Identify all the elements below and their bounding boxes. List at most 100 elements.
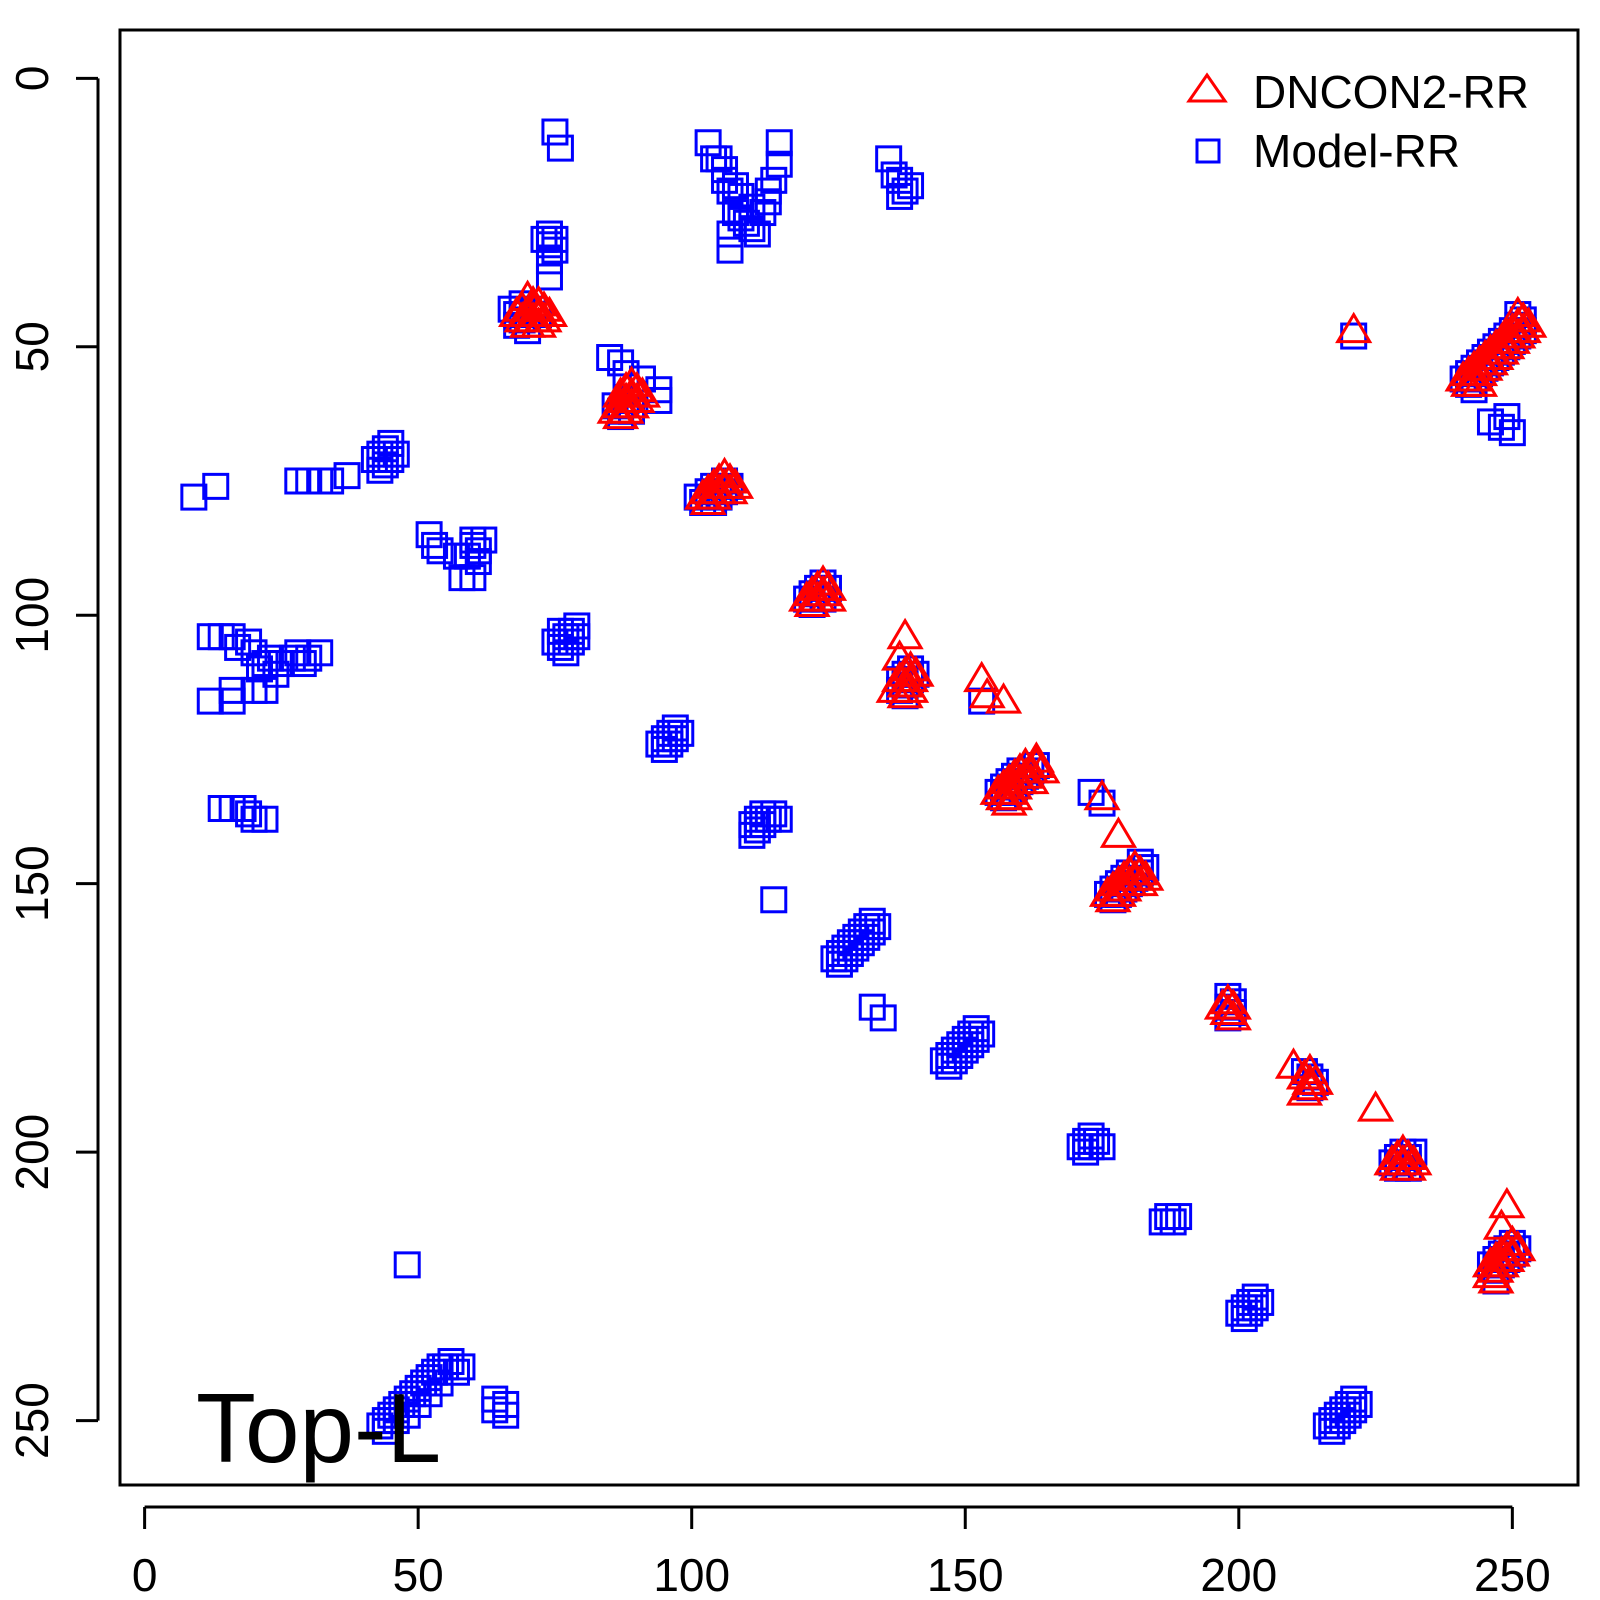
model-rr-point xyxy=(1493,403,1521,431)
dncon2-rr-point xyxy=(530,295,569,328)
dncon2-rr-point xyxy=(508,279,547,311)
model-rr-point xyxy=(251,805,279,833)
model-rr-point xyxy=(1165,1203,1193,1231)
model-rr-point xyxy=(546,134,574,162)
model-rr-point xyxy=(743,220,771,248)
x-tick-label: 200 xyxy=(1200,1549,1277,1600)
legend-triangle-marker xyxy=(1186,72,1228,103)
y-tick-label: 0 xyxy=(6,66,58,92)
dncon2-rr-point xyxy=(1504,300,1542,333)
model-rr-point xyxy=(535,247,563,275)
model-rr-point xyxy=(738,193,766,221)
dncon2-rr-point xyxy=(1477,338,1515,371)
y-tick-label: 150 xyxy=(6,845,58,922)
model-rr-point xyxy=(459,526,487,554)
model-rr-point xyxy=(869,1004,897,1032)
model-rr-point xyxy=(535,231,563,259)
model-rr-point xyxy=(235,800,263,828)
model-rr-point xyxy=(317,467,345,495)
model-rr-point xyxy=(716,220,744,248)
dncon2-rr-point xyxy=(1285,1074,1324,1106)
dncon2-rr-point xyxy=(1488,1240,1526,1273)
model-rr-point xyxy=(377,429,405,457)
model-rr-point xyxy=(1088,1133,1116,1161)
dncon2-rr-point xyxy=(809,569,848,601)
plot-frame xyxy=(118,28,1580,1487)
dncon2-rr-point xyxy=(1023,751,1061,784)
dncon2-rr-point xyxy=(1121,864,1159,897)
model-rr-point xyxy=(541,118,569,146)
dncon2-rr-point xyxy=(1094,880,1132,913)
model-rr-point xyxy=(962,1025,990,1053)
dncon2-rr-point xyxy=(1493,322,1531,354)
dncon2-rr-point xyxy=(1017,746,1056,779)
model-rr-point xyxy=(716,236,744,264)
dncon2-rr-point xyxy=(1460,365,1499,397)
model-rr-point xyxy=(333,462,361,490)
dncon2-rr-point xyxy=(1493,1235,1531,1267)
model-rr-point xyxy=(1159,1208,1187,1236)
dncon2-rr-point xyxy=(1493,1224,1531,1256)
dncon2-rr-point xyxy=(601,376,640,408)
dncon2-rr-point xyxy=(612,386,651,419)
dncon2-rr-point xyxy=(809,580,848,612)
dncon2-rr-point xyxy=(1455,360,1493,392)
model-rr-point xyxy=(661,725,689,753)
model-rr-point xyxy=(760,800,788,828)
model-rr-point xyxy=(760,886,788,914)
dncon2-rr-point xyxy=(1488,327,1526,360)
dncon2-rr-point xyxy=(525,300,563,333)
model-rr-point xyxy=(864,913,892,941)
dncon2-rr-point xyxy=(1471,343,1510,376)
y-tick-label: 200 xyxy=(6,1114,58,1191)
dncon2-rr-point xyxy=(968,676,1006,709)
legend-square-marker xyxy=(1195,138,1221,164)
dncon2-rr-point xyxy=(1471,1256,1510,1289)
dncon2-rr-point xyxy=(891,671,930,703)
model-rr-point xyxy=(760,166,788,194)
dncon2-rr-point xyxy=(1504,311,1542,344)
model-rr-point xyxy=(1083,1127,1111,1155)
dncon2-rr-point xyxy=(990,784,1028,816)
dncon2-rr-point xyxy=(1214,988,1252,1020)
model-rr-point xyxy=(886,182,914,210)
dncon2-rr-point xyxy=(1477,1262,1515,1294)
legend-label-model: Model-RR xyxy=(1253,125,1460,177)
dncon2-rr-point xyxy=(804,574,842,607)
dncon2-rr-point xyxy=(1335,311,1373,344)
data-marks xyxy=(180,118,1548,1445)
dncon2-rr-point xyxy=(1477,1251,1515,1283)
x-tick-label: 100 xyxy=(653,1549,730,1600)
model-rr-point xyxy=(765,150,793,178)
dncon2-rr-point xyxy=(519,306,558,338)
dncon2-rr-point xyxy=(886,617,924,650)
model-rr-point xyxy=(557,628,585,656)
dncon2-rr-point xyxy=(995,778,1034,811)
x-tick-label: 50 xyxy=(393,1549,444,1600)
dncon2-rr-point xyxy=(1121,853,1159,886)
dncon2-rr-point xyxy=(711,472,749,505)
dncon2-rr-point xyxy=(607,370,645,403)
legend: DNCON2-RR Model-RR xyxy=(1186,66,1529,177)
dncon2-rr-point xyxy=(612,365,651,397)
model-rr-point xyxy=(426,537,454,565)
model-rr-point xyxy=(968,1020,996,1048)
dncon2-rr-point xyxy=(1499,1229,1537,1262)
dncon2-rr-point xyxy=(1214,998,1252,1031)
model-rr-point xyxy=(1247,1288,1275,1316)
dncon2-rr-point xyxy=(1389,1138,1428,1170)
series-model-rr xyxy=(180,118,1537,1445)
model-rr-point xyxy=(1340,1396,1368,1424)
model-rr-point xyxy=(563,623,591,651)
model-rr-point xyxy=(464,548,492,576)
dncon2-rr-point xyxy=(711,462,749,494)
series-dncon2-rr xyxy=(498,279,1548,1294)
dncon2-rr-point xyxy=(601,397,640,430)
dncon2-rr-point xyxy=(1291,1068,1329,1101)
dncon2-rr-point xyxy=(1127,859,1165,891)
dncon2-rr-point xyxy=(984,682,1023,714)
model-rr-point xyxy=(667,719,695,747)
model-rr-point xyxy=(535,263,563,291)
dncon2-rr-point xyxy=(1291,1052,1329,1085)
dncon2-rr-point xyxy=(1006,757,1045,789)
